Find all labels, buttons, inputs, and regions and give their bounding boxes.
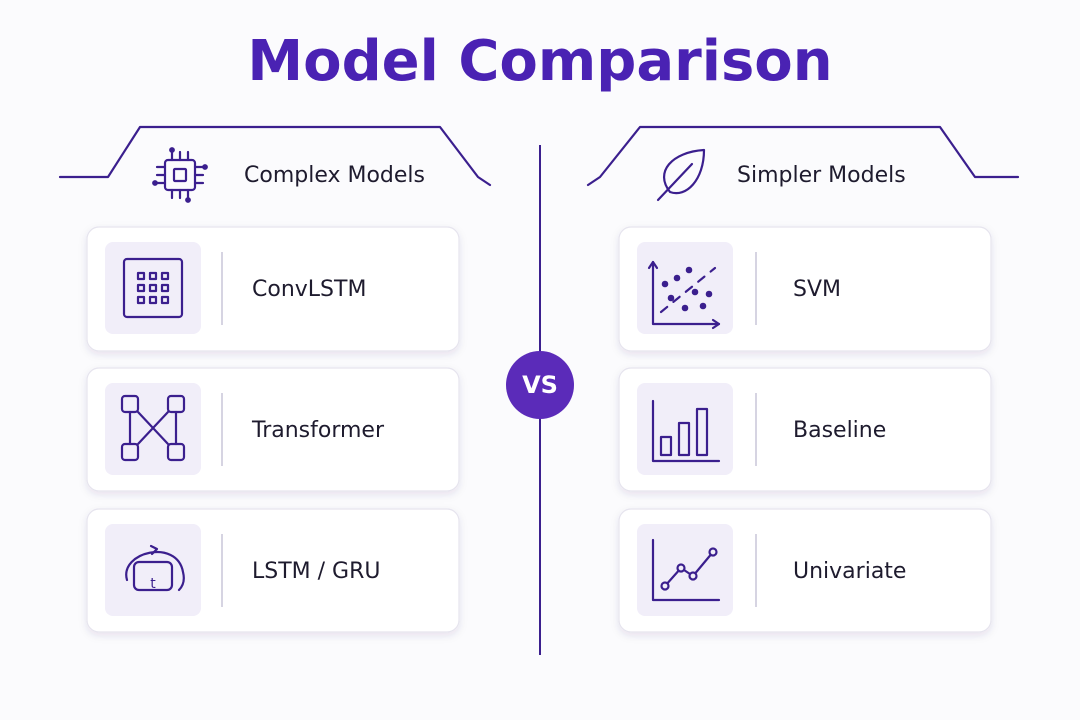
column-heading: Simpler Models [737, 163, 906, 188]
card: Transformer [86, 367, 460, 492]
bar-icon [651, 399, 721, 463]
header-frame [586, 125, 1020, 187]
model-label: Transformer [251, 418, 385, 443]
model-label: SVM [793, 277, 841, 302]
card: ConvLSTM [86, 226, 460, 352]
header-frame [58, 125, 492, 187]
vs-badge [506, 351, 574, 419]
model-label: LSTM / GRU [252, 559, 380, 584]
card: SVM [618, 226, 992, 352]
leaf-icon [656, 148, 706, 202]
vs-label: VS [522, 371, 558, 399]
card: Baseline [618, 367, 992, 492]
grid-icon [122, 257, 184, 319]
chip-icon [152, 147, 208, 203]
line-icon [651, 538, 721, 602]
card: Univariate [618, 508, 992, 633]
transformer-icon [120, 394, 186, 462]
recurrent-icon [125, 544, 185, 592]
icon-text: t [150, 576, 156, 592]
scatter-icon [647, 260, 721, 330]
model-label: Baseline [793, 418, 886, 443]
model-label: Univariate [793, 559, 906, 584]
card: t LSTM / GRU [86, 508, 460, 633]
model-label: ConvLSTM [252, 277, 366, 302]
title: Model Comparison [247, 29, 832, 94]
column-heading: Complex Models [244, 163, 425, 188]
